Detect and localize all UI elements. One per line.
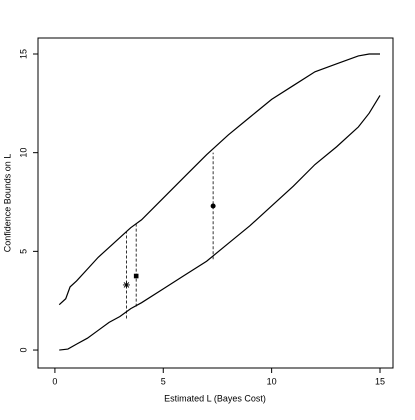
x-tick-label: 15 (375, 376, 385, 386)
point (133, 273, 139, 279)
y-tick-label: 5 (18, 249, 28, 254)
point (122, 281, 130, 289)
line (58, 53, 380, 306)
line (59, 95, 381, 351)
plot-box (37, 37, 394, 369)
x-tick-label: 5 (161, 376, 166, 386)
point (210, 203, 216, 209)
x-tick-label: 10 (267, 376, 277, 386)
y-axis-label: Confidence Bounds on L (2, 154, 12, 253)
x-tick-label: 0 (52, 376, 57, 386)
y-tick-label: 15 (18, 49, 28, 59)
y-tick-label: 0 (18, 348, 28, 353)
x-axis-label: Estimated L (Bayes Cost) (164, 393, 266, 403)
y-tick-label: 10 (18, 148, 28, 158)
